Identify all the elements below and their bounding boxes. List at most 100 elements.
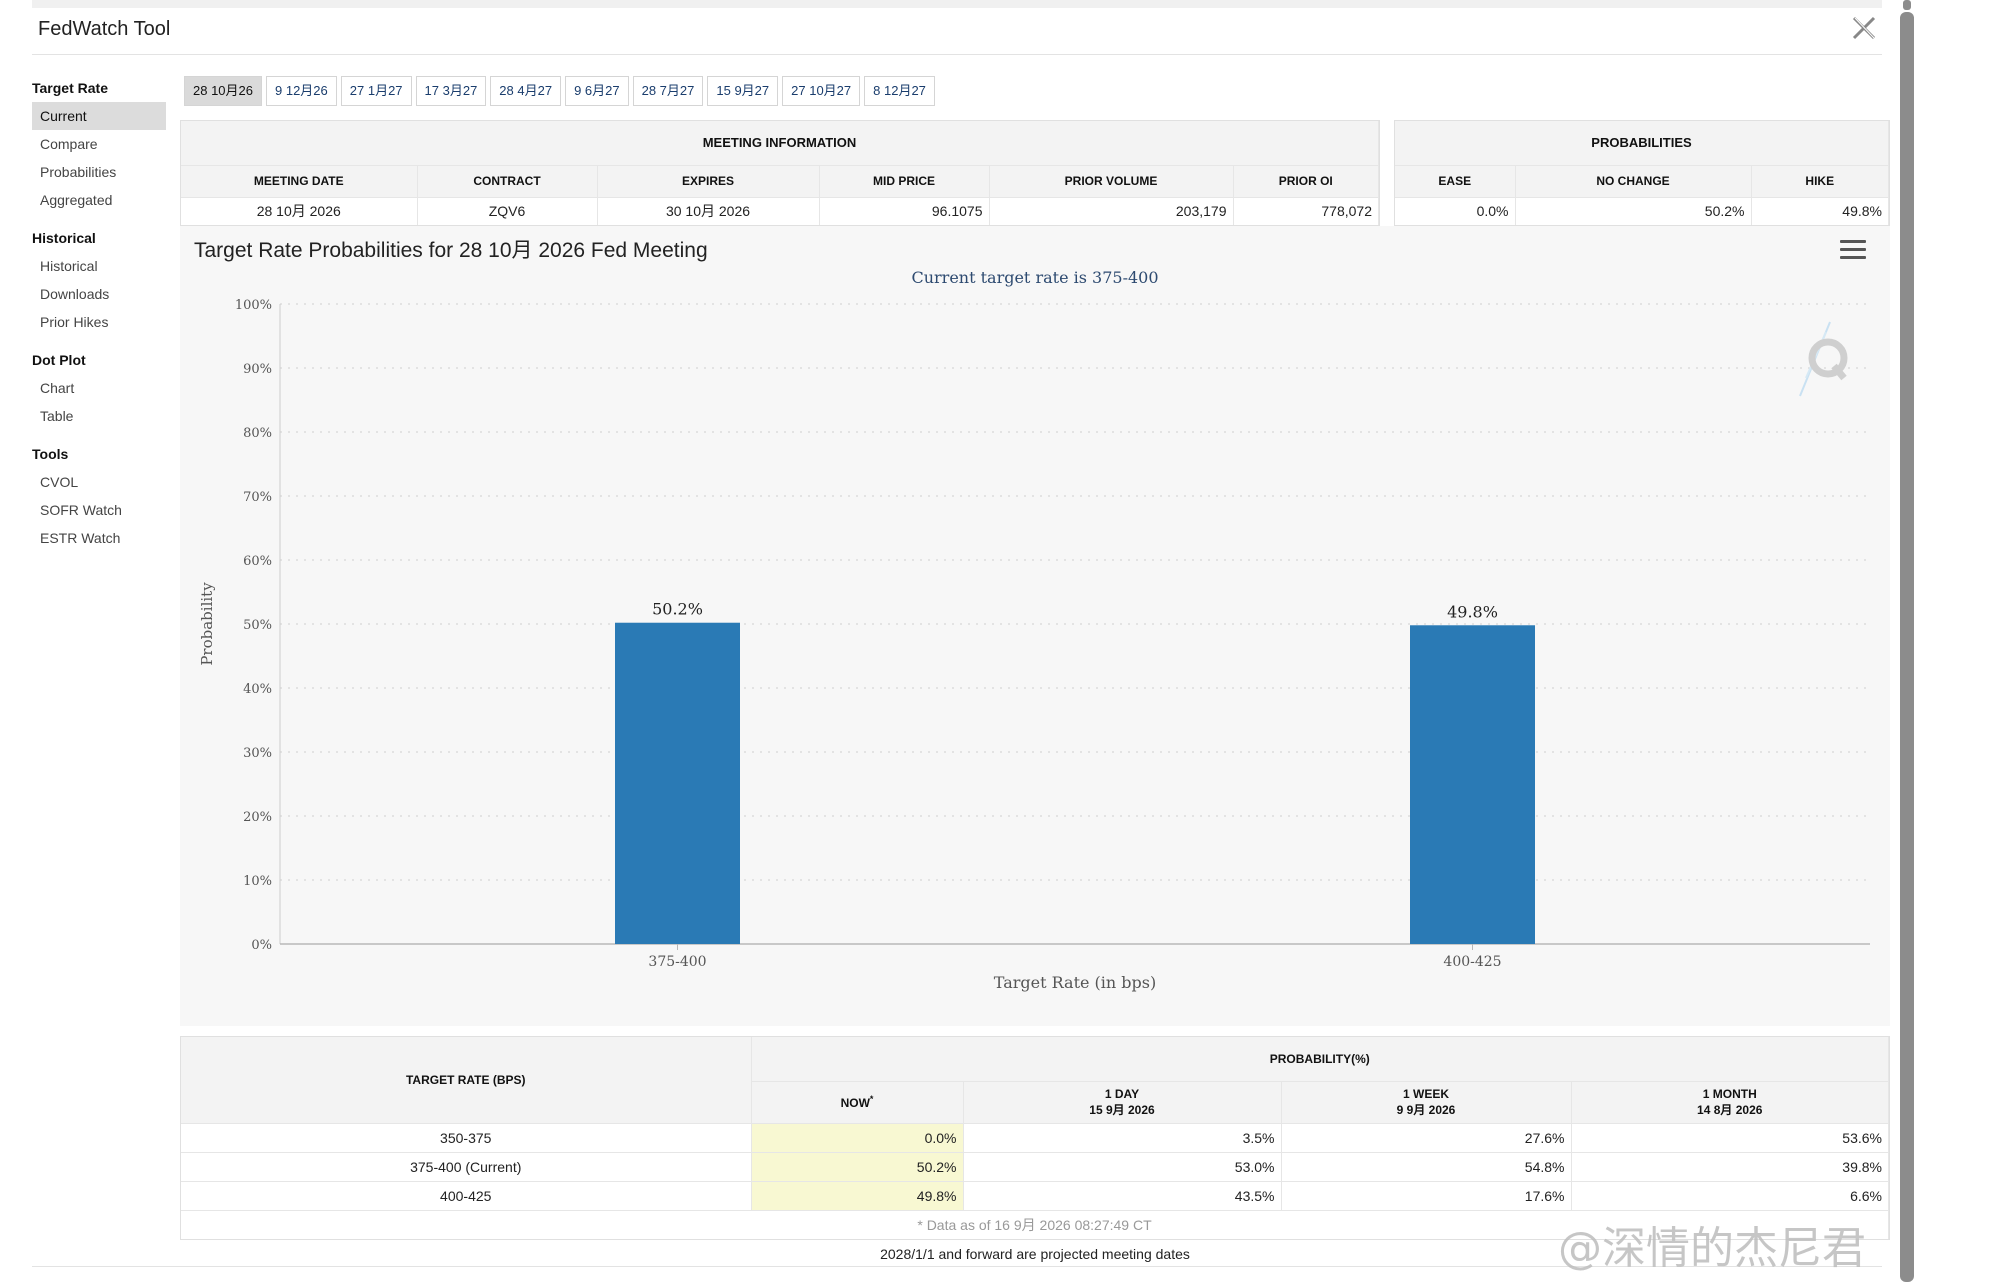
contract-cell: ZQV6 [417, 196, 598, 225]
target-rate-cell: 350-375 [181, 1122, 752, 1152]
meeting-info-table: MEETING INFORMATION MEETING DATE CONTRAC… [180, 120, 1380, 226]
sidebar-item-historical[interactable]: Historical [40, 258, 98, 274]
tab-meeting[interactable]: 8 12月27 [864, 76, 935, 106]
probability-bar-chart: 0% 10% 20% 30% 40% 50% 60% 70% 80% 90% 100% 50.2% 37… [198, 298, 1870, 992]
probability-header: PROBABILITY(%) [751, 1037, 1889, 1081]
probabilities-heading: PROBABILITIES [1395, 121, 1889, 165]
app-title: FedWatch Tool [38, 18, 171, 40]
one-week-cell: 17.6% [1281, 1180, 1572, 1210]
sidebar-item-downloads[interactable]: Downloads [40, 286, 110, 302]
target-rate-cell: 375-400 (Current) [181, 1151, 752, 1181]
top-strip [32, 0, 1882, 8]
y-axis-title: Probability [198, 582, 216, 666]
tab-meeting[interactable]: 15 9月27 [707, 76, 779, 106]
hike-cell: 49.8% [1751, 196, 1889, 225]
y-tick-label: 30% [243, 746, 272, 761]
sidebar-heading: Historical [32, 230, 96, 246]
tab-meeting[interactable]: 27 1月27 [340, 76, 412, 106]
column-header: NO CHANGE [1515, 165, 1752, 197]
data-timestamp-footnote: * Data as of 16 9月 2026 08:27:49 CT [181, 1209, 1889, 1239]
column-header: MID PRICE [819, 165, 990, 197]
sidebar-item-current[interactable]: Current [32, 102, 166, 130]
one-month-cell: 53.6% [1571, 1122, 1889, 1152]
sidebar-heading: Dot Plot [32, 352, 86, 368]
mid-price-cell: 96.1075 [819, 196, 990, 225]
meeting-date-cell: 28 10月 2026 [181, 196, 418, 225]
sidebar-group-historical: Historical Historical Downloads Prior Hi… [32, 230, 172, 336]
one-day-cell: 43.5% [963, 1180, 1282, 1210]
prior-volume-cell: 203,179 [989, 196, 1234, 225]
target-rate-cell: 400-425 [181, 1180, 752, 1210]
chart-menu-icon[interactable] [1840, 240, 1866, 260]
sidebar-item-compare[interactable]: Compare [40, 136, 98, 152]
bottom-divider [32, 1266, 1882, 1267]
sidebar-item-table[interactable]: Table [40, 408, 74, 424]
one-day-cell: 53.0% [963, 1151, 1282, 1181]
tab-meeting[interactable]: 27 10月27 [782, 76, 861, 106]
y-tick-label: 100% [235, 298, 272, 313]
prior-oi-cell: 778,072 [1233, 196, 1379, 225]
q-logo-icon [1799, 321, 1848, 397]
tab-meeting[interactable]: 28 4月27 [490, 76, 562, 106]
sidebar-item-prior-hikes[interactable]: Prior Hikes [40, 314, 109, 330]
ease-cell: 0.0% [1395, 196, 1516, 225]
one-day-header: 1 DAY 15 9月 2026 [963, 1080, 1282, 1123]
column-header: EASE [1395, 165, 1516, 197]
chart-panel: 0% 10% 20% 30% 40% 50% 60% 70% 80% 90% 100% 50.2% 37… [180, 226, 1890, 1026]
column-header: MEETING DATE [181, 165, 418, 197]
one-week-cell: 54.8% [1281, 1151, 1572, 1181]
probability-table: TARGET RATE (BPS) PROBABILITY(%) NOW* 1 … [180, 1036, 1890, 1240]
close-icon[interactable] [1850, 14, 1878, 42]
scrollbar[interactable] [1900, 12, 1914, 1282]
tab-meeting[interactable]: 9 6月27 [565, 76, 629, 106]
one-month-header: 1 MONTH 14 8月 2026 [1571, 1080, 1889, 1123]
sidebar-group-dot-plot: Dot Plot Chart Table [32, 352, 172, 430]
one-day-cell: 3.5% [963, 1122, 1282, 1152]
scrollbar-cap[interactable] [1903, 0, 1911, 10]
one-month-cell: 39.8% [1571, 1151, 1889, 1181]
column-header: CONTRACT [417, 165, 598, 197]
now-cell: 50.2% [751, 1151, 964, 1181]
y-tick-label: 0% [251, 938, 272, 953]
bar-data-label: 50.2% [652, 600, 703, 619]
projection-note: 2028/1/1 and forward are projected meeti… [880, 1246, 1190, 1262]
tab-meeting[interactable]: 9 12月26 [266, 76, 337, 106]
sidebar-group-tools: Tools CVOL SOFR Watch ESTR Watch [32, 446, 172, 552]
table-row: 350-375 0.0% 3.5% 27.6% 53.6% [181, 1122, 1889, 1152]
sidebar-heading: Tools [32, 446, 69, 462]
one-week-header: 1 WEEK 9 9月 2026 [1281, 1080, 1572, 1123]
tab-meeting[interactable]: 28 10月26 [184, 76, 262, 106]
sidebar-heading: Target Rate [32, 80, 108, 96]
y-tick-label: 90% [243, 362, 272, 377]
column-header: HIKE [1751, 165, 1889, 197]
y-tick-label: 10% [243, 874, 272, 889]
sidebar-item-estr-watch[interactable]: ESTR Watch [40, 530, 121, 546]
sidebar-item-sofr-watch[interactable]: SOFR Watch [40, 502, 122, 518]
tab-meeting[interactable]: 28 7月27 [632, 76, 704, 106]
sidebar-item-probabilities[interactable]: Probabilities [40, 164, 117, 180]
y-tick-label: 50% [243, 618, 272, 633]
sidebar-group-target-rate: Target Rate Current Compare Probabilitie… [32, 80, 172, 214]
x-tick-label: 400-425 [1443, 954, 1501, 970]
now-cell: 49.8% [751, 1180, 964, 1210]
now-cell: 0.0% [751, 1122, 964, 1152]
sidebar-item-cvol[interactable]: CVOL [40, 474, 79, 490]
sidebar-nav: Target Rate Current Compare Probabilitie… [32, 80, 172, 568]
column-header: PRIOR VOLUME [989, 165, 1234, 197]
sidebar-item-chart[interactable]: Chart [40, 380, 75, 396]
no-change-cell: 50.2% [1515, 196, 1752, 225]
one-week-cell: 27.6% [1281, 1122, 1572, 1152]
watermark-text: @深情的杰尼君 [1558, 1223, 1866, 1274]
y-tick-label: 80% [243, 426, 272, 441]
y-tick-label: 40% [243, 682, 272, 697]
table-row: 375-400 (Current) 50.2% 53.0% 54.8% 39.8… [181, 1151, 1889, 1181]
x-axis-title: Target Rate (in bps) [994, 973, 1156, 992]
sidebar-item-aggregated[interactable]: Aggregated [40, 192, 113, 208]
y-tick-label: 70% [243, 490, 272, 505]
meeting-date-tabs: 28 10月26 9 12月26 27 1月27 17 3月27 28 4月27… [184, 76, 935, 106]
tab-meeting[interactable]: 17 3月27 [415, 76, 487, 106]
x-tick-label: 375-400 [648, 954, 706, 970]
bar [1410, 625, 1535, 944]
y-tick-label: 20% [243, 810, 272, 825]
column-header: PRIOR OI [1233, 165, 1379, 197]
